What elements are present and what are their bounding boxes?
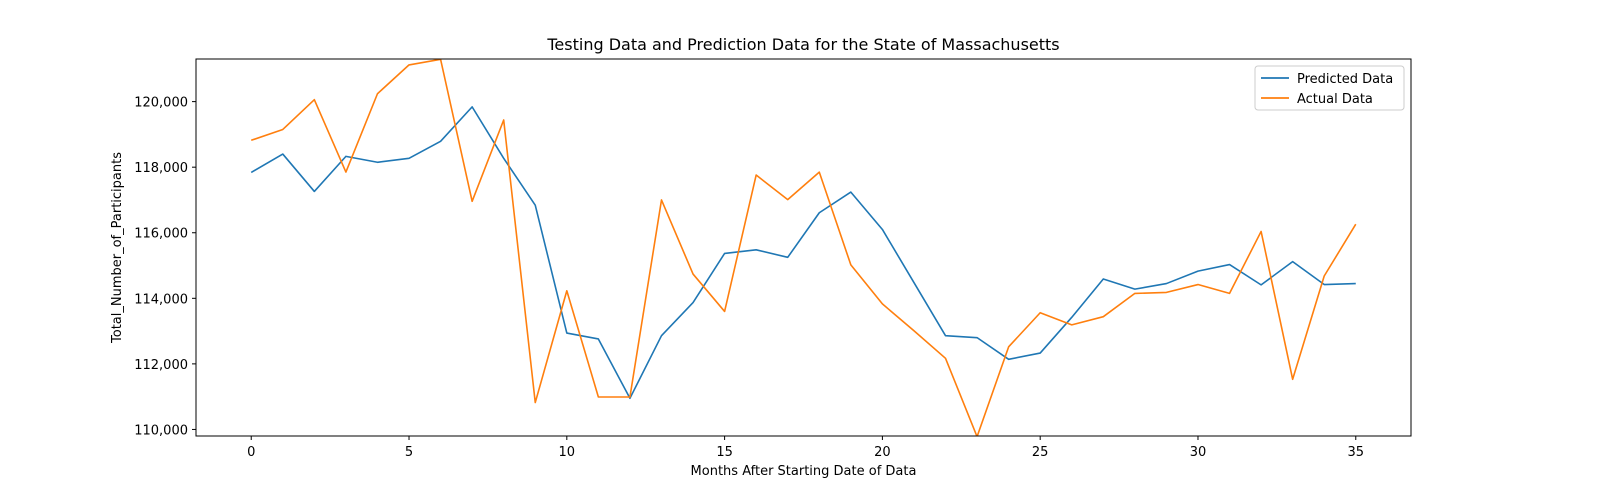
x-tick-label: 10 [559,445,576,460]
legend-label: Predicted Data [1297,72,1393,87]
y-tick-label: 120,000 [134,96,188,111]
x-tick-label: 15 [716,445,733,460]
y-tick-label: 112,000 [134,358,188,373]
x-tick-label: 20 [874,445,891,460]
x-tick-label: 30 [1190,445,1207,460]
series-line-actual-data [250,59,1357,436]
x-tick-label: 35 [1347,445,1364,460]
plot-frame [195,58,1412,437]
y-axis-label: Total_Number_of_Participants [110,152,125,344]
series-line-predicted-data [250,106,1356,400]
x-tick-label: 5 [405,445,413,460]
y-tick-label: 110,000 [134,423,188,438]
x-tick-label: 0 [247,445,255,460]
x-tick-label: 25 [1032,445,1049,460]
legend-label: Actual Data [1297,92,1373,107]
x-axis-label: Months After Starting Date of Data [691,464,917,479]
y-tick-label: 114,000 [134,292,188,307]
y-tick-label: 118,000 [134,161,188,176]
y-tick-label: 116,000 [134,227,188,242]
chart-title: Testing Data and Prediction Data for the… [546,35,1059,54]
legend-box [1254,65,1405,111]
